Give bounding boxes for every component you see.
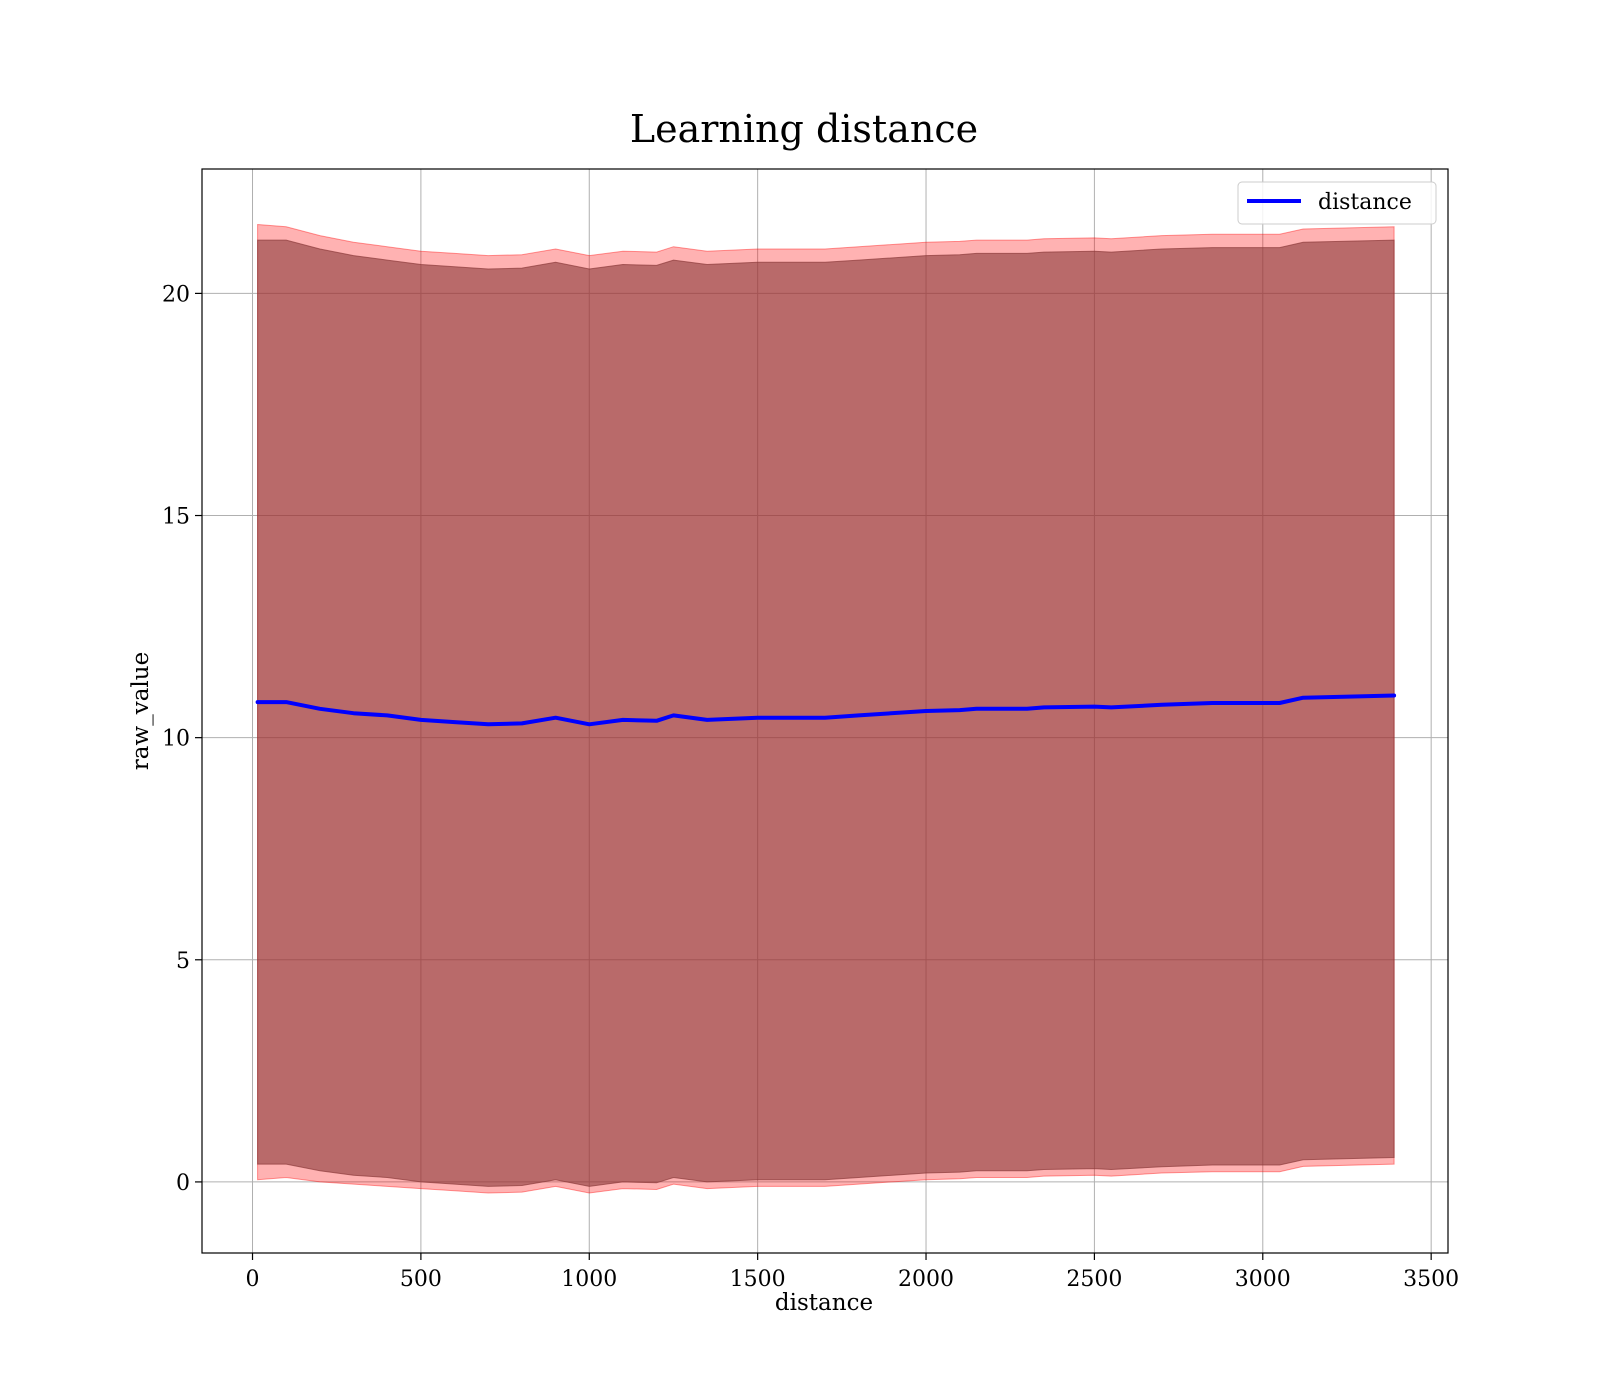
y-tick-label: 0 [176, 1171, 190, 1196]
legend-label: distance [1318, 190, 1412, 215]
legend-box [1237, 181, 1437, 225]
series-line-0 [255, 693, 1397, 727]
series-lines [255, 693, 1397, 727]
y-tick-label: 10 [162, 727, 190, 752]
x-tick-label: 1500 [730, 1267, 786, 1292]
x-axis-label: distance [775, 1290, 873, 1316]
y-axis-ticks: 0 5 10 15 20 [162, 282, 202, 1196]
y-tick-label: 5 [176, 949, 190, 974]
legend: distance [1237, 181, 1437, 225]
x-tick-label: 0 [246, 1267, 260, 1292]
chart-title: Learning distance [630, 107, 978, 151]
x-tick-label: 2500 [1066, 1267, 1122, 1292]
y-axis-label: raw_value [128, 652, 154, 770]
y-tick-label: 20 [162, 282, 190, 307]
plot-frame [201, 168, 1449, 1254]
x-axis-ticks: 0 500 1000 1500 2000 2500 3000 3500 [246, 1253, 1459, 1292]
x-tick-label: 2000 [898, 1267, 954, 1292]
y-tick-label: 15 [162, 505, 190, 530]
confidence-bands [257, 223, 1395, 1194]
band-area-1 [257, 239, 1395, 1187]
x-tick-label: 1000 [561, 1267, 617, 1292]
x-tick-label: 500 [400, 1267, 442, 1292]
x-tick-label: 3000 [1235, 1267, 1291, 1292]
x-tick-label: 3500 [1403, 1267, 1459, 1292]
